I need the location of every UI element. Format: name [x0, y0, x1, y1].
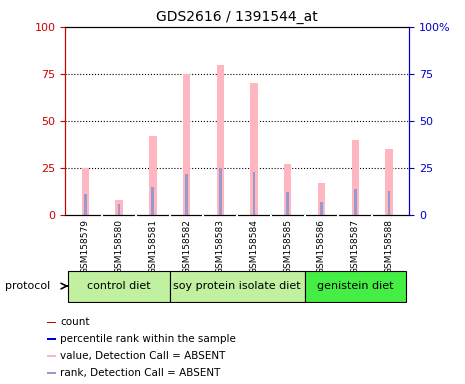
Bar: [68, 271, 170, 302]
Text: soy protein isolate diet: soy protein isolate diet: [173, 281, 301, 291]
Bar: [385, 149, 392, 215]
Bar: [320, 202, 323, 215]
Bar: [305, 271, 406, 302]
Bar: [252, 172, 255, 215]
Bar: [388, 190, 390, 215]
Bar: [318, 183, 325, 215]
Text: genistein diet: genistein diet: [317, 281, 393, 291]
Text: count: count: [60, 317, 90, 327]
Text: GSM158588: GSM158588: [385, 219, 393, 274]
Title: GDS2616 / 1391544_at: GDS2616 / 1391544_at: [156, 10, 318, 25]
Bar: [46, 338, 56, 340]
Bar: [82, 168, 89, 215]
Text: GSM158581: GSM158581: [148, 219, 157, 274]
Bar: [84, 194, 86, 215]
Text: GSM158584: GSM158584: [250, 219, 259, 274]
Bar: [185, 174, 188, 215]
Bar: [46, 355, 56, 357]
Text: percentile rank within the sample: percentile rank within the sample: [60, 334, 236, 344]
Bar: [149, 136, 157, 215]
Bar: [250, 83, 258, 215]
Text: GSM158582: GSM158582: [182, 219, 191, 274]
Text: GSM158586: GSM158586: [317, 219, 326, 274]
Text: protocol: protocol: [5, 281, 50, 291]
Text: value, Detection Call = ABSENT: value, Detection Call = ABSENT: [60, 351, 226, 361]
Bar: [170, 271, 305, 302]
Bar: [284, 164, 292, 215]
Text: GSM158579: GSM158579: [81, 219, 90, 274]
Text: GSM158587: GSM158587: [351, 219, 360, 274]
Bar: [115, 200, 123, 215]
Bar: [217, 65, 224, 215]
Text: rank, Detection Call = ABSENT: rank, Detection Call = ABSENT: [60, 368, 221, 378]
Bar: [183, 74, 190, 215]
Bar: [46, 321, 56, 323]
Text: control diet: control diet: [87, 281, 151, 291]
Text: GSM158580: GSM158580: [114, 219, 124, 274]
Bar: [352, 140, 359, 215]
Bar: [219, 168, 222, 215]
Bar: [152, 187, 154, 215]
Bar: [118, 204, 120, 215]
Text: GSM158585: GSM158585: [283, 219, 292, 274]
Bar: [354, 189, 357, 215]
Bar: [46, 372, 56, 374]
Text: GSM158583: GSM158583: [216, 219, 225, 274]
Bar: [286, 192, 289, 215]
